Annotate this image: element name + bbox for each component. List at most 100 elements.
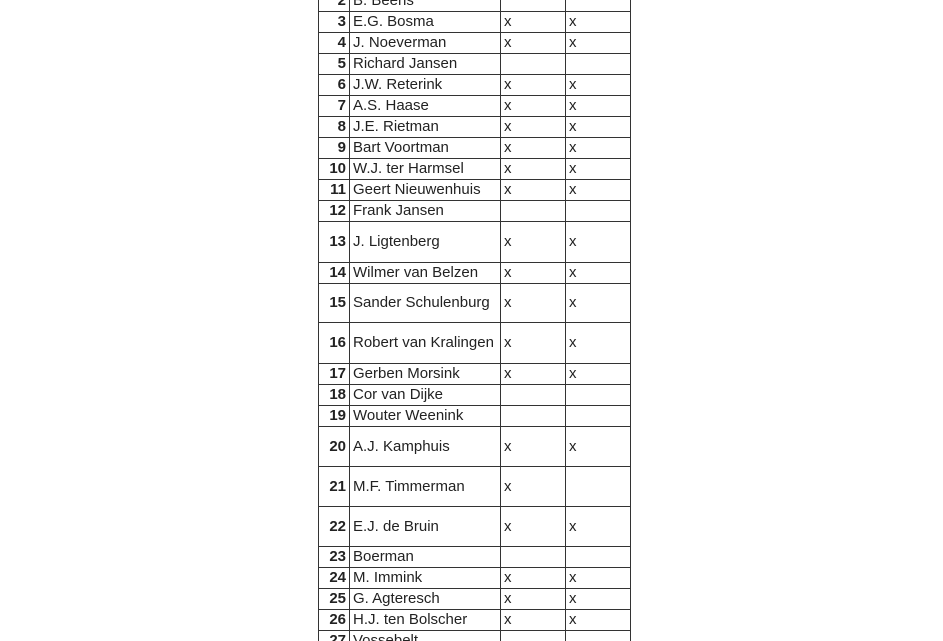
- check-cell: x: [565, 221, 631, 263]
- check-cell: [500, 0, 566, 12]
- check-cell: x: [500, 11, 566, 33]
- check-cell: [500, 200, 566, 222]
- check-cell: x: [500, 283, 566, 323]
- check-cell: x: [565, 179, 631, 201]
- name-cell: Boerman: [349, 546, 501, 568]
- table-row: 8 J.E. Rietman x x: [318, 116, 631, 138]
- table-row: 17 Gerben Morsink x x: [318, 363, 631, 385]
- name-cell: A.J. Kamphuis: [349, 426, 501, 467]
- row-number: 20: [318, 426, 350, 467]
- name-cell: Sander Schulenburg: [349, 283, 501, 323]
- name-cell: Richard Jansen: [349, 53, 501, 75]
- row-number: 22: [318, 506, 350, 547]
- check-cell: [565, 405, 631, 427]
- row-number: 11: [318, 179, 350, 201]
- row-number: 27: [318, 630, 350, 641]
- table-row: 22 E.J. de Bruin x x: [318, 506, 631, 547]
- check-cell: [565, 466, 631, 507]
- check-cell: [565, 200, 631, 222]
- name-cell: J. Noeverman: [349, 32, 501, 54]
- table-row: 4 J. Noeverman x x: [318, 32, 631, 54]
- row-number: 4: [318, 32, 350, 54]
- check-cell: x: [565, 426, 631, 467]
- row-number: 18: [318, 384, 350, 406]
- check-cell: x: [500, 426, 566, 467]
- name-cell: W.J. ter Harmsel: [349, 158, 501, 180]
- table-row: 7 A.S. Haase x x: [318, 95, 631, 117]
- row-number: 21: [318, 466, 350, 507]
- name-cell: A.S. Haase: [349, 95, 501, 117]
- table-row: 25 G. Agteresch x x: [318, 588, 631, 610]
- row-number: 14: [318, 262, 350, 284]
- name-cell: Wilmer van Belzen: [349, 262, 501, 284]
- row-number: 19: [318, 405, 350, 427]
- name-cell: G. Agteresch: [349, 588, 501, 610]
- check-cell: x: [565, 11, 631, 33]
- table-row: 16 Robert van Kralingen x x: [318, 322, 631, 364]
- check-cell: x: [565, 283, 631, 323]
- table-row: 6 J.W. Reterink x x: [318, 74, 631, 96]
- check-cell: x: [500, 567, 566, 589]
- name-cell: E.G. Bosma: [349, 11, 501, 33]
- check-cell: x: [565, 158, 631, 180]
- name-cell: Geert Nieuwenhuis: [349, 179, 501, 201]
- table-row: 23 Boerman: [318, 546, 631, 568]
- row-number: 3: [318, 11, 350, 33]
- check-cell: x: [500, 137, 566, 159]
- table-row: 27 Vossebelt: [318, 630, 631, 641]
- check-cell: x: [565, 363, 631, 385]
- table-row: 21 M.F. Timmerman x: [318, 466, 631, 507]
- row-number: 17: [318, 363, 350, 385]
- check-cell: x: [500, 179, 566, 201]
- name-cell: J.W. Reterink: [349, 74, 501, 96]
- table-row: 14 Wilmer van Belzen x x: [318, 262, 631, 284]
- name-cell: Bart Voortman: [349, 137, 501, 159]
- check-cell: x: [500, 363, 566, 385]
- table-row: 5 Richard Jansen: [318, 53, 631, 75]
- check-cell: [565, 630, 631, 641]
- check-cell: x: [500, 322, 566, 364]
- table-row: 10 W.J. ter Harmsel x x: [318, 158, 631, 180]
- row-number: 23: [318, 546, 350, 568]
- check-cell: x: [565, 588, 631, 610]
- name-cell: Vossebelt: [349, 630, 501, 641]
- row-number: 9: [318, 137, 350, 159]
- check-cell: x: [500, 32, 566, 54]
- name-cell: H.J. ten Bolscher: [349, 609, 501, 631]
- table-row: 15 Sander Schulenburg x x: [318, 283, 631, 323]
- check-cell: x: [500, 116, 566, 138]
- row-number: 15: [318, 283, 350, 323]
- check-cell: x: [500, 466, 566, 507]
- table-row: 3 E.G. Bosma x x: [318, 11, 631, 33]
- check-cell: x: [500, 588, 566, 610]
- row-number: 13: [318, 221, 350, 263]
- table-row: 24 M. Immink x x: [318, 567, 631, 589]
- row-number: 10: [318, 158, 350, 180]
- name-cell: J.E. Rietman: [349, 116, 501, 138]
- table-row: 12 Frank Jansen: [318, 200, 631, 222]
- check-cell: [565, 53, 631, 75]
- row-number: 7: [318, 95, 350, 117]
- row-number: 8: [318, 116, 350, 138]
- check-cell: [500, 546, 566, 568]
- check-cell: x: [565, 322, 631, 364]
- check-cell: x: [565, 506, 631, 547]
- check-cell: x: [565, 262, 631, 284]
- name-cell: E.J. de Bruin: [349, 506, 501, 547]
- table-row: 26 H.J. ten Bolscher x x: [318, 609, 631, 631]
- name-cell: Frank Jansen: [349, 200, 501, 222]
- table-row: 2 B. Beens: [318, 0, 631, 12]
- attendance-table: 2 B. Beens 3 E.G. Bosma x x 4 J. Noeverman x x 5 Ri…: [318, 0, 631, 641]
- row-number: 16: [318, 322, 350, 364]
- check-cell: x: [565, 32, 631, 54]
- name-cell: M. Immink: [349, 567, 501, 589]
- name-cell: B. Beens: [349, 0, 501, 12]
- check-cell: [500, 405, 566, 427]
- name-cell: M.F. Timmerman: [349, 466, 501, 507]
- check-cell: [565, 0, 631, 12]
- check-cell: [565, 546, 631, 568]
- check-cell: x: [565, 74, 631, 96]
- check-cell: x: [565, 609, 631, 631]
- table-row: 18 Cor van Dijke: [318, 384, 631, 406]
